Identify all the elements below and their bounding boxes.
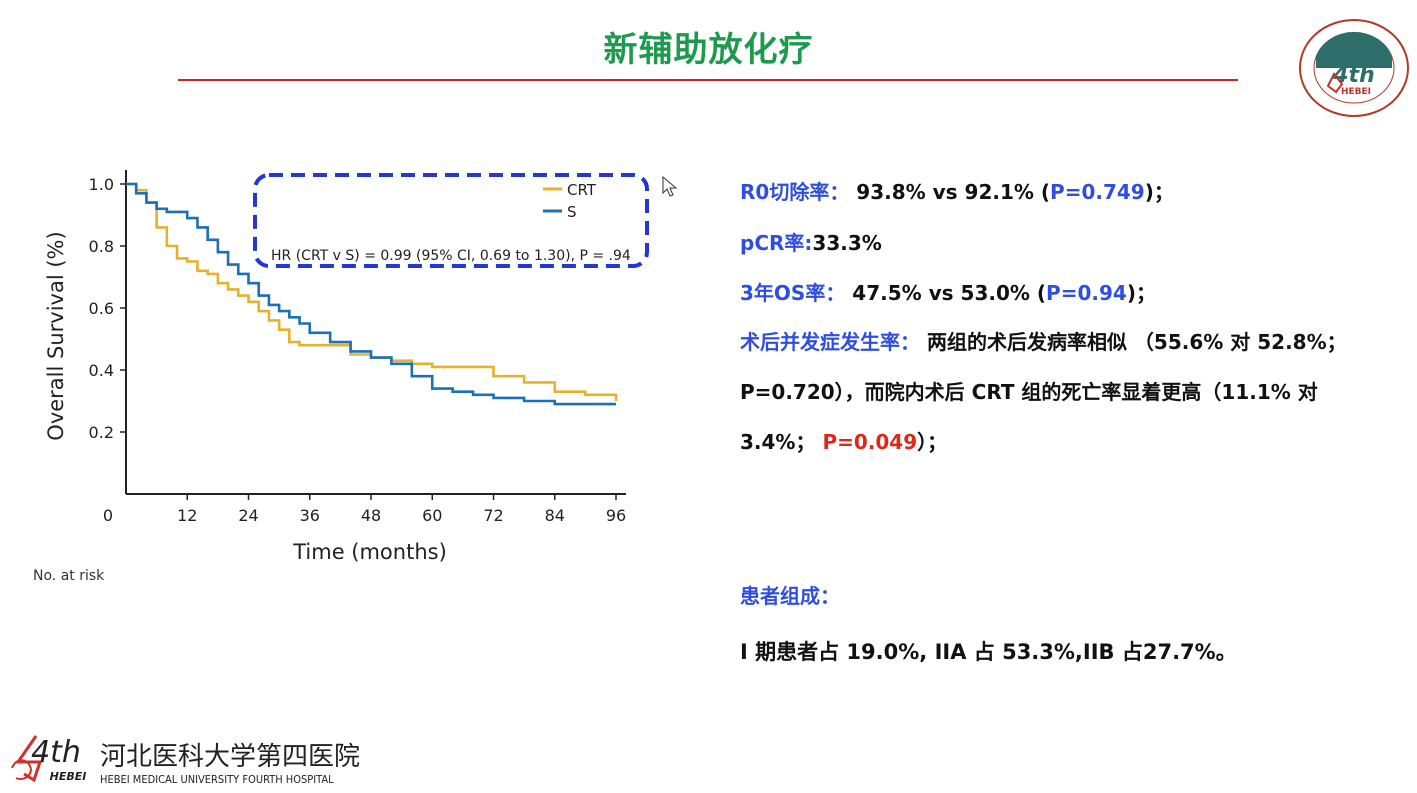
y-tick-label: 0.8 (89, 237, 114, 256)
y-tick-label: 0.6 (89, 299, 114, 318)
footer-hospital-name-cn: 河北医科大学第四医院 (100, 742, 361, 772)
x-tick-label: 84 (545, 506, 565, 525)
y-axis-label: Overall Survival (%) (44, 231, 68, 440)
r0-rate-line: R0切除率： 93.8% vs 92.1% (P=0.749)； (740, 176, 1174, 205)
x-tick-label: 36 (300, 506, 320, 525)
footer-logo-sub: HEBEI (50, 770, 87, 783)
pcr-rate-label: pCR率: (740, 231, 813, 255)
legend-label-s: S (567, 203, 577, 221)
x-tick-label: 72 (483, 506, 503, 525)
patients-body: I 期患者占 19.0%, IIA 占 53.3%,IIB 占27.7%。 (740, 640, 1237, 664)
slide-title: 新辅助放化疗 (603, 30, 814, 70)
x-tick-label: 24 (238, 506, 258, 525)
series-line-crt (126, 182, 618, 401)
os3-rate-value: 47.5% vs 53.0% ( (852, 281, 1047, 305)
complication-text-2: P=0.720），而院内术后 CRT 组的死亡率显着更高（11.1% 对 (740, 380, 1318, 404)
complication-text-1: 两组的术后发病率相似 （55.6% 对 52.8%； (926, 330, 1347, 354)
x-axis-label: Time (months) (292, 540, 447, 564)
title-divider (178, 79, 1238, 81)
complication-p: P=0.049 (822, 430, 918, 454)
seal-center-text: 4th (1332, 63, 1375, 88)
complication-line-1: 术后并发症发生率： 两组的术后发病率相似 （55.6% 对 52.8%； (740, 326, 1347, 355)
series-line-s (126, 182, 616, 406)
seal-sub-text: HEBEI (1341, 87, 1371, 97)
survival-chart: 1.0 0.8 0.6 0.4 0.2 0 12 24 36 48 60 72 84 96 Time (mo… (33, 170, 649, 580)
hazard-ratio-annotation: HR (CRT v S) = 0.99 (95% CI, 0.69 to 1.3… (271, 248, 631, 264)
os3-rate-tail: )； (1126, 281, 1156, 305)
hospital-logo-icon: 4th HEBEI (11, 735, 87, 783)
footer-logo-text: 4th (31, 735, 81, 770)
x-tick-label: 12 (177, 506, 197, 525)
complication-text-3a: 3.4%； (740, 430, 823, 454)
x-tick-label: 0 (103, 506, 113, 525)
pcr-rate-value: 33.3% (812, 231, 882, 255)
hospital-seal-icon: 4th HEBEI (1299, 19, 1409, 117)
patients-heading: 患者组成： (740, 584, 840, 608)
legend-label-crt: CRT (567, 181, 597, 199)
x-tick-label: 60 (422, 506, 442, 525)
os3-rate-line: 3年OS率： 47.5% vs 53.0% (P=0.94)； (740, 277, 1156, 306)
complication-line-2: P=0.720），而院内术后 CRT 组的死亡率显着更高（11.1% 对 (740, 376, 1318, 405)
complication-text-3b: ）； (917, 430, 948, 454)
highlight-box (253, 173, 649, 268)
complication-label: 术后并发症发生率： (740, 330, 920, 354)
y-tick-label: 1.0 (89, 175, 114, 194)
r0-rate-tail: )； (1144, 180, 1174, 204)
x-tick-label: 96 (606, 506, 626, 525)
y-tick-label: 0.4 (89, 361, 114, 380)
os3-rate-label: 3年OS率： (740, 281, 846, 305)
footer-hospital-name-en: HEBEI MEDICAL UNIVERSITY FOURTH HOSPITAL (100, 773, 334, 786)
mouse-cursor-icon (662, 176, 678, 197)
r0-rate-p: P=0.749 (1050, 180, 1145, 204)
os3-rate-p: P=0.94 (1046, 281, 1127, 305)
r0-rate-value: 93.8% vs 92.1% ( (856, 180, 1051, 204)
complication-line-3: 3.4%； P=0.049）； (740, 426, 947, 455)
x-tick-label: 48 (361, 506, 381, 525)
y-tick-label: 0.2 (89, 423, 114, 442)
pcr-rate-line: pCR率:33.3% (740, 227, 882, 256)
r0-rate-label: R0切除率： (740, 180, 850, 204)
at-risk-label: No. at risk (33, 568, 105, 580)
